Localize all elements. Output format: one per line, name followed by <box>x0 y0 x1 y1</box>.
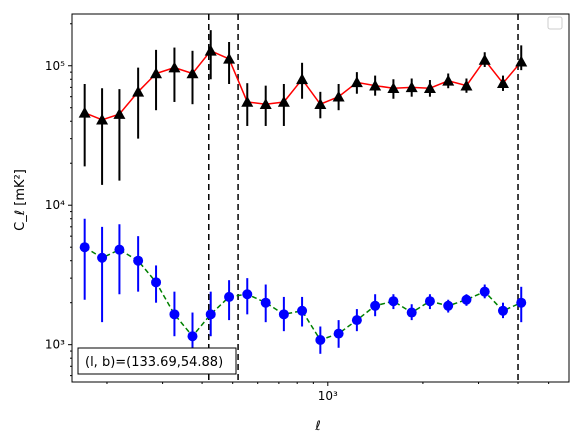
data-point-circle <box>97 252 108 263</box>
y-tick-label: 10³ <box>45 338 65 352</box>
annotation-box: (l, b)=(133.69,54.88) <box>77 347 237 375</box>
data-point-triangle <box>515 55 528 67</box>
data-point-circle <box>114 244 125 255</box>
data-point-triangle <box>204 44 217 56</box>
axes-frame <box>71 13 570 383</box>
data-point-triangle <box>314 98 327 110</box>
data-point-triangle <box>387 82 400 94</box>
data-point-circle <box>351 315 362 326</box>
data-point-triangle <box>423 82 436 94</box>
data-point-circle <box>169 309 180 320</box>
data-point-circle <box>333 328 344 339</box>
data-point-triangle <box>332 90 345 102</box>
plot-area <box>78 14 528 382</box>
legend-box <box>547 16 563 30</box>
data-point-circle <box>516 297 527 308</box>
data-point-triangle <box>186 67 199 79</box>
data-point-triangle <box>113 108 126 119</box>
data-point-triangle <box>369 79 382 91</box>
x-axis-label: ℓ <box>314 419 320 434</box>
data-point-circle <box>187 331 198 342</box>
x-tick-label: 10³ <box>318 389 338 403</box>
data-point-triangle <box>460 79 473 91</box>
data-point-circle <box>443 300 454 311</box>
data-point-triangle <box>132 85 145 97</box>
y-tick-label: 10⁵ <box>45 59 65 73</box>
data-point-circle <box>406 307 417 318</box>
data-point-triangle <box>277 95 290 107</box>
axes: 10³ 10⁴ 10⁵ 10³ <box>45 13 570 403</box>
data-point-circle <box>242 289 253 300</box>
data-point-triangle <box>296 73 309 85</box>
data-point-circle <box>79 242 90 253</box>
annotation-text: (l, b)=(133.69,54.88) <box>85 355 223 370</box>
data-point-circle <box>497 305 508 316</box>
data-point-circle <box>205 309 216 320</box>
data-point-circle <box>151 277 162 288</box>
data-point-triangle <box>150 67 163 79</box>
data-point-triangle <box>496 77 509 88</box>
data-point-circle <box>370 300 381 311</box>
data-point-circle <box>424 296 435 307</box>
data-point-circle <box>388 296 399 307</box>
data-point-triangle <box>96 113 109 125</box>
data-point-triangle <box>223 52 236 64</box>
data-point-circle <box>479 286 490 297</box>
data-point-triangle <box>241 95 254 107</box>
data-point-circle <box>260 297 271 308</box>
data-point-circle <box>133 255 144 266</box>
data-point-triangle <box>442 74 455 86</box>
data-point-triangle <box>259 98 272 110</box>
y-tick-label: 10⁴ <box>45 198 65 212</box>
data-point-circle <box>278 309 289 320</box>
legend <box>547 16 563 30</box>
data-point-circle <box>461 294 472 305</box>
data-point-circle <box>297 305 308 316</box>
data-point-triangle <box>78 106 91 118</box>
data-point-triangle <box>478 53 491 65</box>
y-axis-label: C_ℓ [mK²] <box>13 169 28 231</box>
data-point-triangle <box>405 81 418 93</box>
data-point-triangle <box>168 61 181 73</box>
data-point-circle <box>315 335 326 346</box>
data-point-circle <box>224 291 235 302</box>
data-point-triangle <box>350 76 363 88</box>
